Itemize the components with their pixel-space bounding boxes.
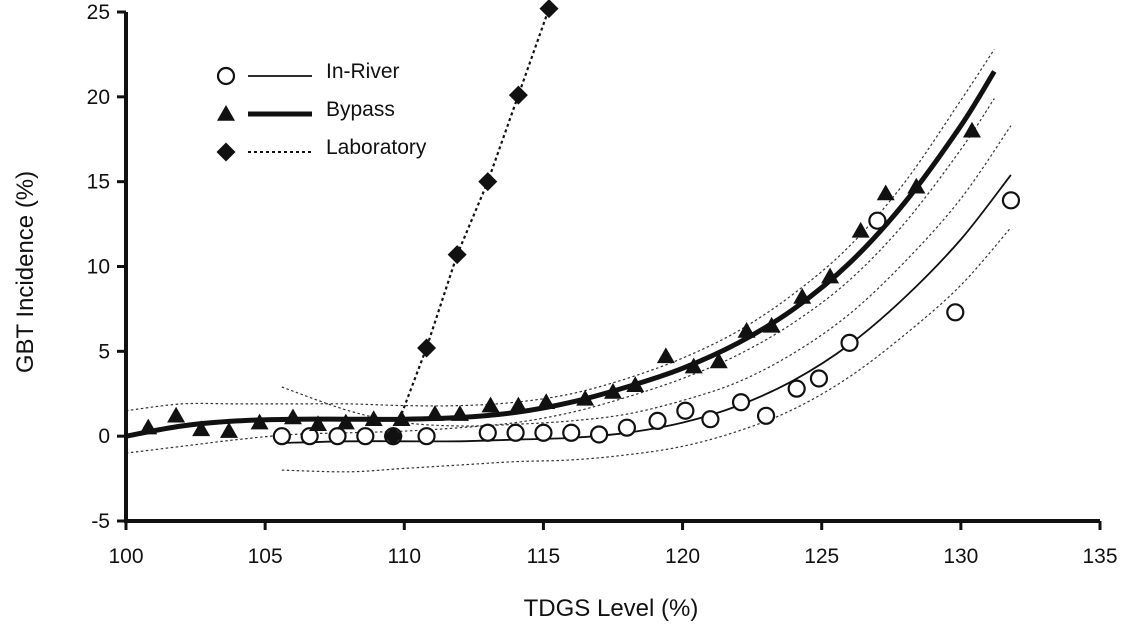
laboratory-point [478, 172, 498, 192]
x-axis-title: TDGS Level (%) [524, 595, 699, 622]
bypass-point [876, 184, 895, 201]
in-river-point [868, 211, 887, 230]
bypass-point [626, 376, 645, 393]
legend-bypass-label: Bypass [326, 98, 395, 121]
data-markers [139, 0, 1021, 446]
in-river-point [562, 423, 581, 442]
in-river-point [840, 333, 859, 352]
in-river-point [676, 401, 695, 420]
axes: -5 0 5 10 15 20 25 100 105 110 115 120 125 130 135 [87, 1, 1118, 568]
laboratory-point [539, 0, 559, 19]
bypass-point [576, 389, 595, 406]
in-river-ci-lower-line [281, 227, 1012, 473]
x-tick-label: 125 [804, 545, 839, 568]
in-river-point [328, 427, 347, 446]
bypass-point [450, 405, 469, 421]
bypass-point [709, 352, 728, 369]
in-river-point [946, 303, 965, 322]
y-tick-label: 25 [87, 1, 110, 24]
x-tick-label: 135 [1082, 545, 1117, 568]
in-river-point [648, 411, 667, 430]
laboratory-point [508, 85, 528, 105]
bypass-point [392, 410, 411, 426]
in-river-point [731, 393, 751, 412]
bypass-point [364, 410, 383, 426]
legend-bypass-marker [217, 105, 235, 121]
legend-laboratory-marker [216, 142, 236, 162]
laboratory-point [383, 426, 403, 446]
bypass-fit-line [125, 70, 997, 439]
in-river-point [787, 379, 806, 398]
bypass-point [167, 406, 186, 423]
in-river-point [300, 427, 319, 446]
legend: In-River Bypass Laboratory [216, 60, 427, 162]
legend-item-bypass: Bypass [217, 98, 395, 121]
bypass-point [656, 347, 675, 364]
y-tick-label: 0 [98, 425, 110, 448]
laboratory-point [447, 245, 467, 265]
y-tick-label: -5 [91, 510, 110, 533]
legend-item-laboratory: Laboratory [216, 136, 427, 162]
bypass-point [139, 418, 158, 435]
bypass-point [851, 221, 870, 238]
in-river-point [534, 423, 553, 442]
bypass-point [793, 288, 812, 304]
bypass-point [336, 413, 355, 430]
x-tick-label: 105 [248, 545, 283, 568]
in-river-point [356, 427, 375, 446]
bypass-point [309, 415, 328, 432]
x-tick-label: 110 [388, 545, 421, 568]
bypass-point [509, 396, 528, 413]
bypass-point [250, 413, 269, 430]
y-tick-label: 5 [98, 340, 110, 363]
legend-laboratory-label: Laboratory [326, 136, 427, 159]
bypass-point [684, 357, 703, 374]
y-tick-label: 20 [87, 86, 110, 109]
bypass-point [907, 177, 926, 194]
in-river-point [478, 423, 497, 442]
in-river-point [506, 423, 525, 442]
x-tick-label: 120 [665, 545, 700, 568]
laboratory-line [392, 8, 551, 437]
bypass-point [604, 383, 622, 399]
legend-in-river-label: In-River [326, 60, 400, 83]
y-axis-title: GBT Incidence (%) [12, 171, 39, 373]
x-tick-label: 115 [527, 545, 560, 568]
legend-item-in-river: In-River [216, 60, 400, 86]
in-river-point [589, 425, 609, 444]
in-river-point [809, 369, 829, 388]
bypass-point [762, 316, 781, 333]
in-river-fit-line [281, 174, 1012, 444]
bypass-point [737, 321, 756, 338]
bypass-point [481, 396, 500, 413]
in-river-point [417, 427, 436, 446]
bypass-point [283, 408, 302, 425]
bypass-point [219, 422, 238, 438]
in-river-point [756, 406, 776, 425]
in-river-point [1001, 191, 1021, 210]
x-tick-label: 100 [108, 545, 143, 568]
in-river-point [272, 427, 291, 446]
y-tick-label: 10 [87, 256, 110, 279]
bypass-point [192, 420, 211, 437]
bypass-point [425, 405, 444, 421]
laboratory-point [417, 338, 437, 358]
in-river-point [617, 418, 637, 437]
y-tick-label: 15 [87, 171, 110, 194]
in-river-ci-upper-line [281, 125, 1012, 427]
bypass-point [821, 267, 840, 284]
bypass-point [962, 121, 981, 138]
legend-in-river-marker [216, 66, 236, 86]
in-river-point [701, 410, 720, 429]
x-tick-label: 130 [943, 545, 978, 568]
bypass-point [537, 393, 556, 409]
